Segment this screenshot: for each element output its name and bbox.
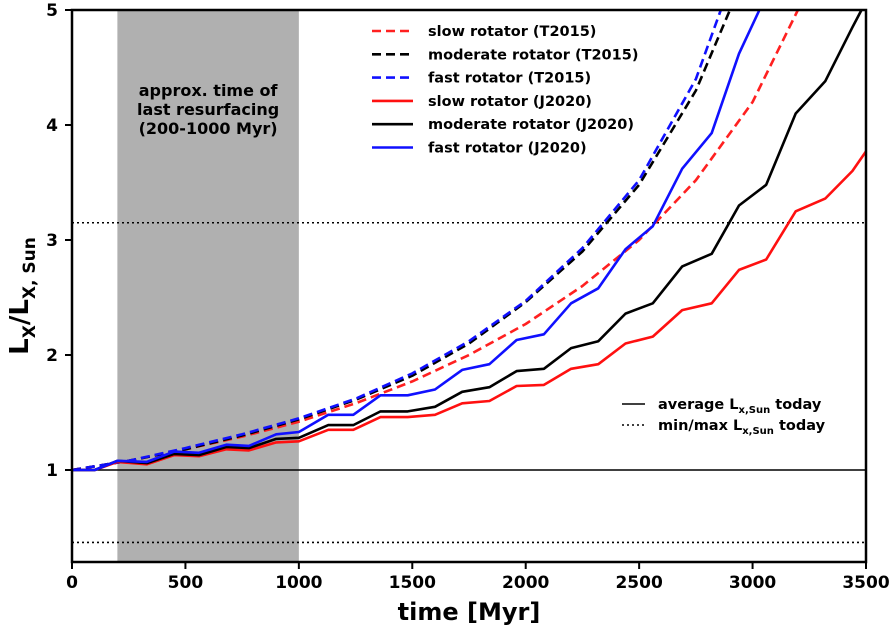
x-tick-label-7: 3500 <box>842 573 889 593</box>
legend-label-2: fast rotator (T2015) <box>428 71 591 87</box>
x-tick-label-1: 500 <box>168 573 204 593</box>
series-line-2 <box>71 9 723 472</box>
y-axis-title-sub2: X, Sun <box>20 237 40 299</box>
y-axis-title-sub1: X <box>20 325 40 338</box>
shaded-region-label-2: (200-1000 Myr) <box>139 119 278 138</box>
y-tick-label-3: 4 <box>46 116 58 136</box>
x-tick-label-6: 3000 <box>729 573 776 593</box>
x-tick-label-4: 2000 <box>502 573 549 593</box>
series-layer <box>71 9 868 472</box>
ticks-layer: 0 500 1000 1500 2000 2500 3000 3500 1 2 3 4 5 <box>46 1 890 593</box>
series-line-0 <box>71 9 800 472</box>
y-axis-title-main: L <box>5 338 35 355</box>
y-tick-label-1: 2 <box>46 346 58 366</box>
x-tick-label-3: 1500 <box>389 573 436 593</box>
legend-label-0: slow rotator (T2015) <box>428 24 596 40</box>
ref-legend-label-1: min/max Lx,Sun today <box>658 418 826 437</box>
x-tick-label-5: 2500 <box>615 573 662 593</box>
y-axis-title: LX/LX, Sun <box>5 237 40 355</box>
legend-label-3: slow rotator (J2020) <box>428 94 592 110</box>
x-tick-label-0: 0 <box>66 573 78 593</box>
y-tick-label-4: 5 <box>46 1 58 21</box>
shaded-region-label-1: last resurfacing <box>137 100 279 119</box>
series-line-5 <box>72 9 761 472</box>
legend-label-1: moderate rotator (T2015) <box>428 47 638 63</box>
ref-legend-label-0: average Lx,Sun today <box>658 397 822 416</box>
y-tick-label-0: 1 <box>46 461 58 481</box>
reference-lines-layer <box>72 221 866 544</box>
shaded-region-label-0: approx. time of <box>139 81 279 100</box>
y-tick-label-2: 3 <box>46 231 58 251</box>
y-axis-title-mid: /L <box>5 299 35 325</box>
legend-label-4: moderate rotator (J2020) <box>428 117 634 133</box>
series-line-4 <box>72 9 863 472</box>
x-axis-title: time [Myr] <box>398 598 541 626</box>
plot-frame <box>70 8 868 564</box>
legend-label-5: fast rotator (J2020) <box>428 141 587 157</box>
x-tick-label-2: 1000 <box>275 573 322 593</box>
legend-layer: slow rotator (T2015) moderate rotator (T2… <box>372 24 826 437</box>
